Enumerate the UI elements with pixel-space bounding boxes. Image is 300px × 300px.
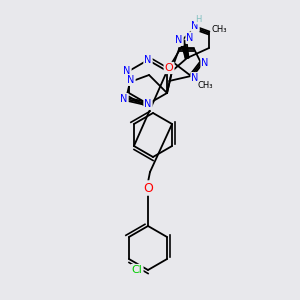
Text: O: O <box>143 182 153 194</box>
Text: N: N <box>201 58 209 68</box>
Text: N: N <box>120 94 128 104</box>
Text: N: N <box>186 33 194 43</box>
Text: CH₃: CH₃ <box>211 26 227 34</box>
Text: CH₃: CH₃ <box>197 82 213 91</box>
Text: N: N <box>144 55 152 65</box>
Text: N: N <box>127 75 135 85</box>
Text: H: H <box>195 14 201 23</box>
Text: N: N <box>144 99 152 109</box>
Text: Cl: Cl <box>132 265 142 275</box>
Text: N: N <box>176 35 183 45</box>
Text: N: N <box>191 21 199 31</box>
Text: N: N <box>191 73 199 83</box>
Text: N: N <box>123 66 130 76</box>
Text: O: O <box>165 63 173 73</box>
